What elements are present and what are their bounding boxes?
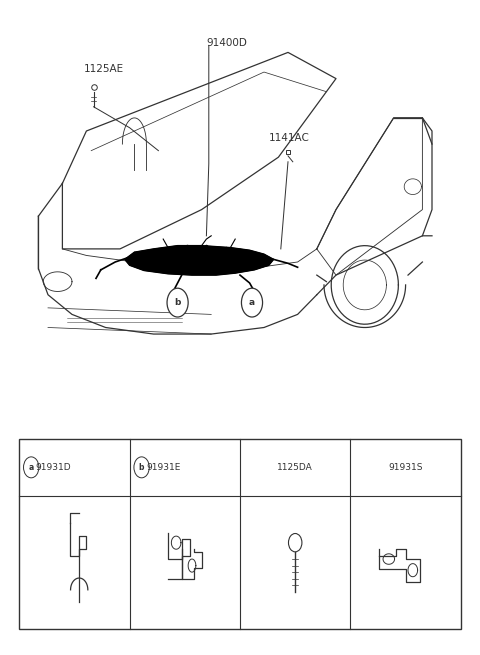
Text: a: a [29, 463, 34, 472]
Text: 1141AC: 1141AC [269, 132, 310, 143]
Text: 91931E: 91931E [146, 463, 180, 472]
Circle shape [24, 457, 39, 478]
Circle shape [288, 533, 302, 552]
Text: 1125DA: 1125DA [277, 463, 313, 472]
Text: 91931S: 91931S [388, 463, 423, 472]
Polygon shape [125, 246, 274, 275]
Circle shape [241, 288, 263, 317]
Text: b: b [139, 463, 144, 472]
Bar [19, 439, 461, 629]
Text: a: a [249, 298, 255, 307]
Circle shape [134, 457, 149, 478]
Text: b: b [174, 298, 181, 307]
Text: 1125AE: 1125AE [84, 64, 124, 74]
Text: 91400D: 91400D [206, 37, 247, 48]
Text: 91931D: 91931D [35, 463, 71, 472]
Circle shape [167, 288, 188, 317]
